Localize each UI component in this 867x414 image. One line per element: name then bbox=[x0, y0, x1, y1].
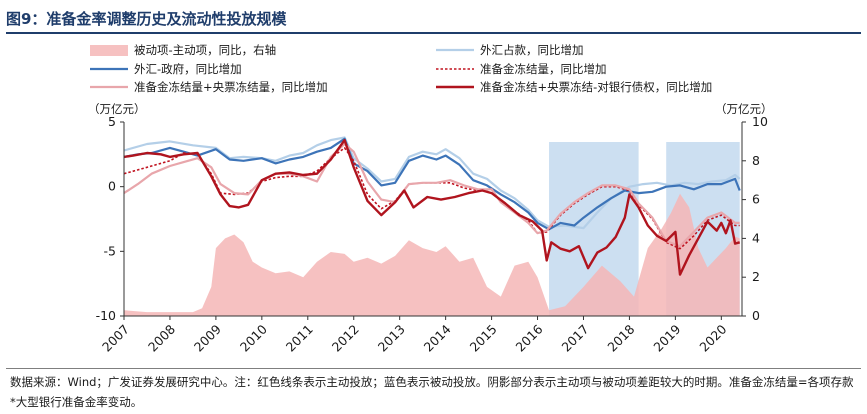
right-axis-unit: （万亿元） bbox=[715, 102, 773, 116]
x-tick-label: 2015 bbox=[467, 322, 500, 355]
series-line-6 bbox=[123, 138, 741, 276]
x-tick-label: 2013 bbox=[375, 322, 408, 355]
right-tick-label: 8 bbox=[752, 153, 760, 168]
figure-title: 图9：准备金率调整历史及流动性投放规模 bbox=[6, 10, 287, 28]
series-line-3 bbox=[123, 137, 741, 231]
right-tick-label: 2 bbox=[752, 269, 760, 284]
right-tick-label: 0 bbox=[752, 308, 760, 323]
legend-label-5: 准备金冻结量+央票冻结量，同比增加 bbox=[134, 80, 328, 94]
source-note: 数据来源：Wind；广发证券发展研究中心。注：红色线条表示主动投放；蓝色表示被动… bbox=[10, 375, 854, 409]
x-tick-label: 2019 bbox=[650, 321, 683, 354]
x-tick-label: 2012 bbox=[329, 322, 362, 355]
x-tick-label: 2016 bbox=[513, 321, 546, 354]
x-tick-label: 2020 bbox=[696, 321, 729, 354]
legend-label-6: 准备金冻结+央票冻结-对银行债权，同比增加 bbox=[480, 80, 712, 94]
legend-swatch-1 bbox=[90, 45, 128, 56]
series-area-1 bbox=[124, 193, 740, 316]
line-series-group bbox=[123, 136, 741, 276]
series-line-5 bbox=[123, 142, 740, 248]
legend-label-1: 被动项-主动项，同比，右轴 bbox=[134, 43, 276, 57]
left-axis-unit: （万亿元） bbox=[88, 102, 146, 116]
x-tick-label: 2014 bbox=[421, 321, 454, 354]
left-tick-label: 5 bbox=[108, 114, 116, 129]
x-tick-label: 2018 bbox=[604, 321, 637, 354]
area-series-group bbox=[124, 193, 740, 316]
legend-label-2: 外汇占款，同比增加 bbox=[480, 43, 584, 57]
note-divider bbox=[6, 368, 861, 369]
right-tick-label: 4 bbox=[752, 230, 760, 245]
right-tick-label: 10 bbox=[752, 114, 768, 129]
left-tick-label: -5 bbox=[104, 243, 116, 258]
legend-label-3: 外汇-政府，同比增加 bbox=[134, 62, 242, 76]
x-tick-label: 2008 bbox=[145, 321, 178, 354]
title-row: 图9：准备金率调整历史及流动性投放规模 bbox=[6, 6, 861, 34]
right-tick-label: 6 bbox=[752, 192, 760, 207]
left-tick-label: 0 bbox=[108, 179, 116, 194]
x-tick-label: 2009 bbox=[191, 321, 224, 354]
x-tick-label: 2007 bbox=[99, 322, 132, 355]
x-tick-label: 2010 bbox=[237, 321, 270, 354]
legend-label-4: 准备金冻结量，同比增加 bbox=[480, 62, 607, 76]
x-tick-label: 2011 bbox=[283, 322, 316, 355]
x-tick-label: 2017 bbox=[558, 322, 591, 355]
left-tick-label: -10 bbox=[96, 308, 116, 323]
